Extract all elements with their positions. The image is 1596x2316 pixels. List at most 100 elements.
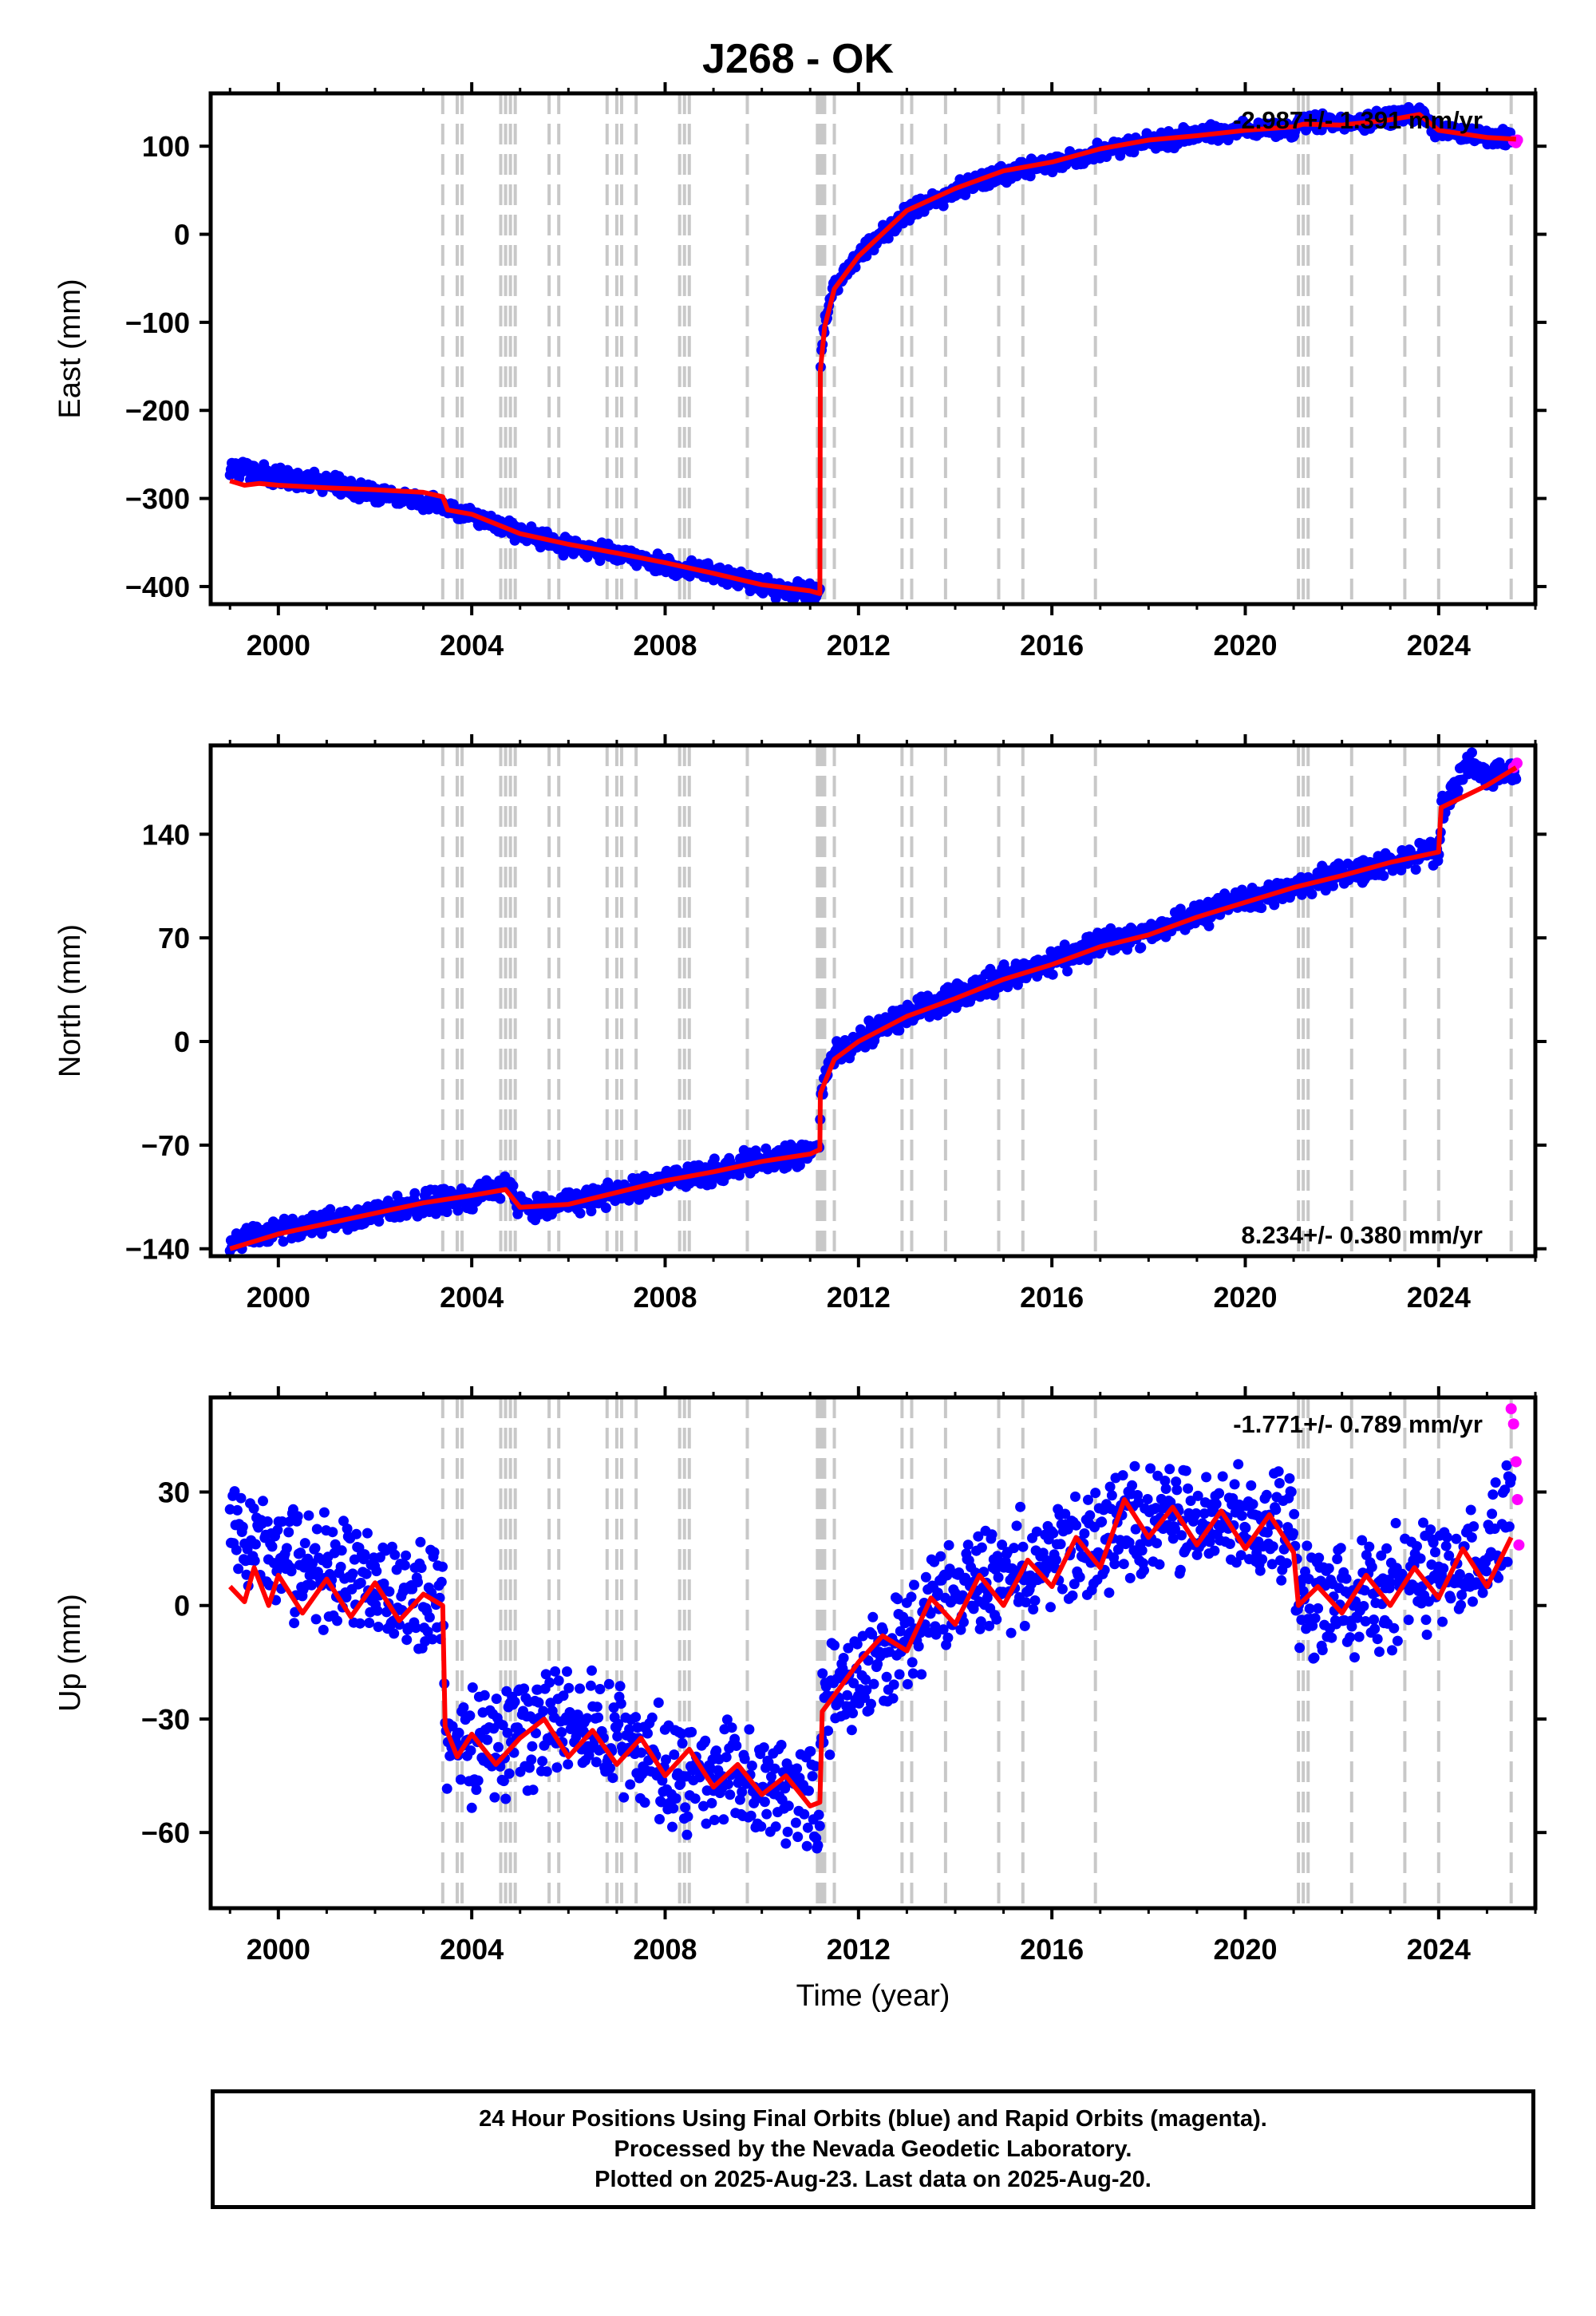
data-point bbox=[846, 1725, 857, 1736]
data-point bbox=[299, 1538, 310, 1549]
data-point bbox=[1294, 1642, 1306, 1654]
y-tick-label: −300 bbox=[125, 483, 190, 516]
data-point bbox=[437, 1561, 448, 1572]
data-point bbox=[361, 1568, 372, 1579]
data-point bbox=[373, 1216, 385, 1227]
data-point bbox=[458, 1702, 469, 1713]
data-point bbox=[427, 1634, 438, 1645]
data-point bbox=[1104, 1587, 1115, 1599]
data-point bbox=[792, 1763, 803, 1774]
data-point bbox=[1084, 1510, 1096, 1521]
data-point bbox=[1028, 1604, 1039, 1614]
data-point bbox=[289, 1618, 300, 1629]
data-point bbox=[1096, 1516, 1108, 1528]
data-point bbox=[1501, 1460, 1512, 1471]
data-point bbox=[718, 1814, 729, 1825]
data-point bbox=[761, 1808, 772, 1820]
data-point bbox=[591, 1757, 602, 1768]
data-point bbox=[452, 1205, 464, 1216]
data-point bbox=[413, 1577, 423, 1587]
data-point bbox=[1152, 1538, 1163, 1549]
data-point bbox=[913, 1641, 924, 1652]
data-point bbox=[833, 1695, 844, 1706]
panel-plot-area-east bbox=[224, 93, 1523, 604]
data-point bbox=[670, 1793, 681, 1804]
data-point bbox=[278, 1236, 289, 1247]
data-point bbox=[364, 1618, 375, 1628]
data-point bbox=[1387, 1645, 1397, 1656]
data-point bbox=[1117, 1470, 1128, 1481]
data-point bbox=[904, 1616, 915, 1627]
panel-frame-up bbox=[208, 1395, 1538, 1911]
data-point bbox=[262, 1516, 273, 1527]
data-point bbox=[1284, 1473, 1295, 1484]
data-point bbox=[562, 1666, 572, 1677]
data-point bbox=[935, 1551, 946, 1562]
data-point bbox=[1152, 1470, 1163, 1481]
data-point bbox=[453, 1727, 464, 1738]
data-point bbox=[1332, 1554, 1343, 1564]
rapid-point bbox=[1511, 1494, 1523, 1505]
data-point bbox=[1505, 127, 1516, 138]
x-tick-label: 2000 bbox=[247, 1281, 310, 1314]
data-point bbox=[1468, 1596, 1478, 1607]
data-point bbox=[801, 1840, 812, 1852]
data-point bbox=[1233, 1459, 1244, 1470]
data-point bbox=[1282, 1558, 1292, 1569]
data-point bbox=[636, 1747, 646, 1758]
data-point bbox=[1019, 1620, 1030, 1631]
data-point bbox=[770, 1821, 781, 1832]
data-point bbox=[1310, 1613, 1321, 1624]
data-point bbox=[277, 1516, 288, 1527]
data-point bbox=[386, 1541, 397, 1552]
data-point bbox=[409, 1188, 421, 1199]
data-point bbox=[1499, 1484, 1511, 1496]
rapid-point bbox=[1505, 1403, 1517, 1415]
data-point bbox=[465, 1745, 476, 1756]
data-point bbox=[1430, 1547, 1440, 1558]
data-point bbox=[1490, 1477, 1501, 1488]
data-point bbox=[783, 1800, 794, 1812]
data-point bbox=[721, 1714, 733, 1725]
data-point bbox=[585, 1680, 596, 1691]
data-point bbox=[968, 1603, 979, 1614]
data-point bbox=[916, 1669, 927, 1680]
data-point bbox=[737, 1786, 748, 1797]
y-tick-label: 100 bbox=[142, 130, 190, 163]
data-point bbox=[612, 1731, 623, 1742]
data-point bbox=[267, 1541, 278, 1552]
data-point bbox=[721, 1752, 732, 1763]
data-point bbox=[1062, 1524, 1073, 1535]
data-point bbox=[1112, 1544, 1124, 1555]
panel-plot-area-up bbox=[224, 1397, 1525, 1908]
data-point bbox=[1369, 1614, 1380, 1625]
data-point bbox=[943, 1539, 954, 1551]
data-point bbox=[447, 1721, 458, 1732]
data-point bbox=[429, 1547, 440, 1558]
panel-plot-area-north bbox=[224, 745, 1523, 1256]
data-point bbox=[455, 1774, 466, 1785]
data-point bbox=[242, 1543, 253, 1555]
y-tick-label: −30 bbox=[141, 1703, 190, 1736]
data-point bbox=[1017, 1541, 1029, 1552]
data-point bbox=[1229, 1479, 1240, 1490]
data-point bbox=[582, 1713, 593, 1724]
data-point bbox=[859, 1692, 870, 1703]
data-point bbox=[1452, 785, 1464, 796]
data-point bbox=[812, 1840, 824, 1851]
data-point bbox=[881, 1671, 892, 1682]
data-point bbox=[1129, 1460, 1140, 1472]
data-point bbox=[746, 1761, 757, 1771]
data-point bbox=[1274, 1478, 1285, 1488]
data-point bbox=[661, 1754, 671, 1765]
data-point bbox=[824, 1749, 836, 1761]
data-point bbox=[1289, 1508, 1300, 1520]
data-point bbox=[723, 1779, 733, 1790]
data-point bbox=[1390, 1518, 1401, 1528]
data-point bbox=[872, 1658, 883, 1670]
data-point bbox=[990, 1564, 1001, 1575]
data-point bbox=[1328, 880, 1338, 891]
data-point bbox=[1456, 1599, 1467, 1611]
data-point bbox=[814, 1820, 825, 1832]
